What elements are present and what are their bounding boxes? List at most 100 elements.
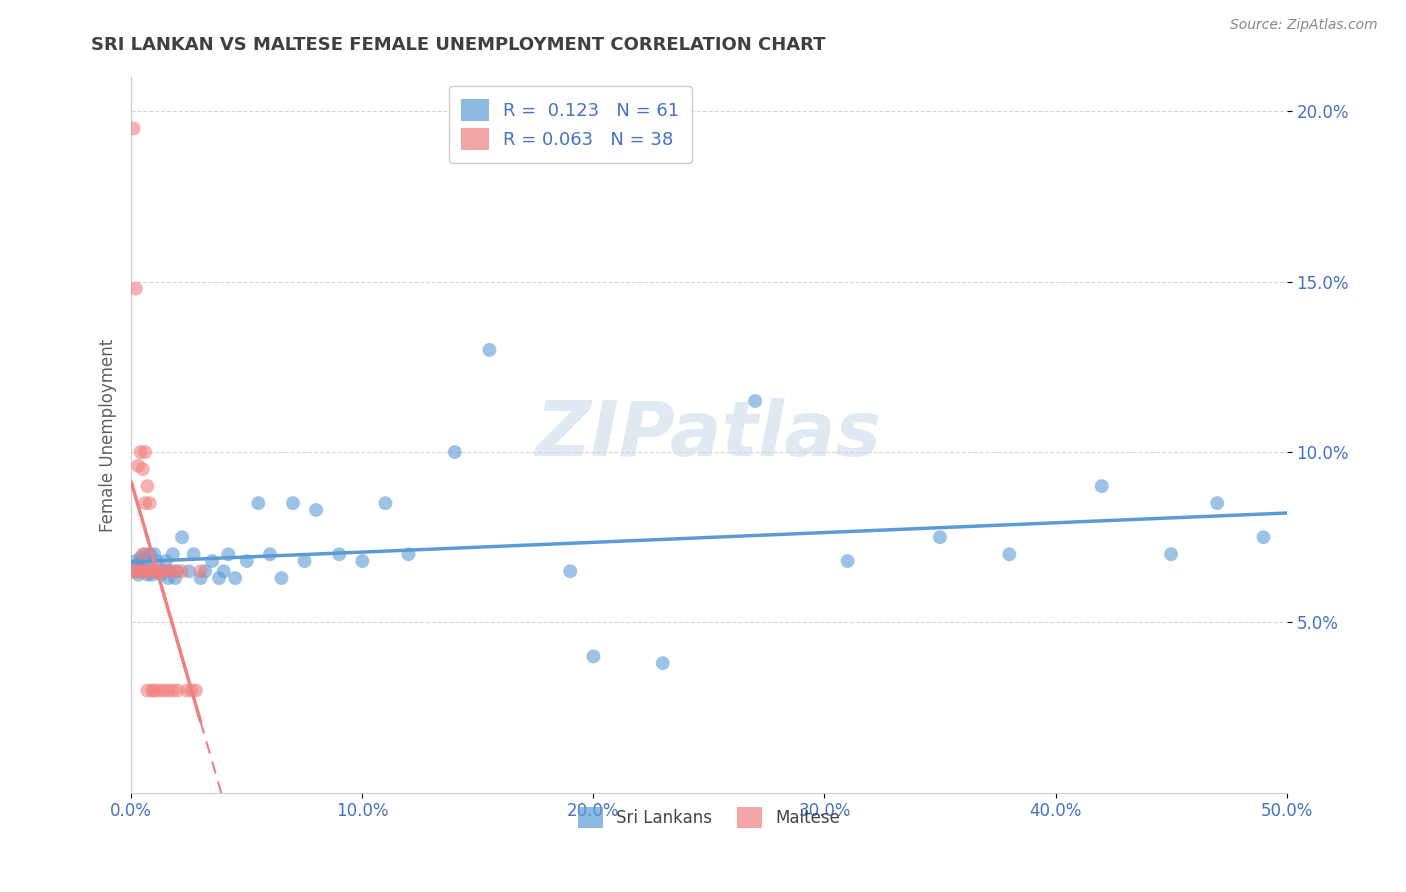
Point <box>281 496 304 510</box>
Point <box>129 550 152 565</box>
Point <box>145 564 167 578</box>
Point <box>122 564 145 578</box>
Point <box>132 462 155 476</box>
Point <box>165 564 187 578</box>
Point <box>294 554 316 568</box>
Point <box>172 564 194 578</box>
Point <box>136 564 159 578</box>
Point <box>143 564 166 578</box>
Point <box>165 571 187 585</box>
Point <box>180 683 202 698</box>
Point <box>159 564 181 578</box>
Point <box>155 554 177 568</box>
Point <box>148 564 170 578</box>
Y-axis label: Female Unemployment: Female Unemployment <box>100 338 117 532</box>
Point <box>127 564 149 578</box>
Point <box>166 683 188 698</box>
Point <box>305 503 328 517</box>
Point <box>132 564 155 578</box>
Point <box>148 683 170 698</box>
Point <box>143 547 166 561</box>
Text: ZIPatlas: ZIPatlas <box>536 398 882 472</box>
Point <box>122 564 145 578</box>
Point <box>157 683 180 698</box>
Point <box>162 547 184 561</box>
Point <box>212 564 235 578</box>
Point <box>651 657 673 671</box>
Point <box>328 547 350 561</box>
Point <box>141 567 163 582</box>
Point <box>129 564 152 578</box>
Point <box>443 445 465 459</box>
Point <box>136 479 159 493</box>
Point <box>190 564 212 578</box>
Point <box>125 282 148 296</box>
Point <box>201 554 224 568</box>
Point <box>224 571 246 585</box>
Point <box>134 564 156 578</box>
Point <box>150 564 173 578</box>
Point <box>136 554 159 568</box>
Point <box>134 445 156 459</box>
Point <box>162 683 184 698</box>
Point <box>132 554 155 568</box>
Point <box>129 564 152 578</box>
Point <box>150 567 173 582</box>
Point <box>152 683 174 698</box>
Point <box>138 564 160 578</box>
Point <box>236 554 259 568</box>
Point <box>141 564 163 578</box>
Point <box>1206 496 1229 510</box>
Point <box>138 564 160 578</box>
Point <box>132 561 155 575</box>
Point <box>478 343 501 357</box>
Point <box>145 554 167 568</box>
Point <box>194 564 217 578</box>
Point <box>132 547 155 561</box>
Point <box>247 496 270 510</box>
Point <box>352 554 374 568</box>
Point <box>259 547 281 561</box>
Point <box>929 530 952 544</box>
Point <box>183 547 205 561</box>
Point <box>837 554 859 568</box>
Text: Source: ZipAtlas.com: Source: ZipAtlas.com <box>1230 18 1378 32</box>
Point <box>155 564 177 578</box>
Point <box>143 564 166 578</box>
Point <box>129 445 152 459</box>
Point <box>998 547 1021 561</box>
Point <box>184 683 207 698</box>
Point <box>143 683 166 698</box>
Point <box>127 558 149 572</box>
Point <box>141 683 163 698</box>
Point <box>166 564 188 578</box>
Point <box>136 567 159 582</box>
Point <box>127 567 149 582</box>
Point <box>1253 530 1275 544</box>
Point <box>159 564 181 578</box>
Point <box>1091 479 1114 493</box>
Point <box>1160 547 1182 561</box>
Point <box>172 530 194 544</box>
Point <box>398 547 420 561</box>
Point <box>208 571 231 585</box>
Point <box>560 564 582 578</box>
Text: SRI LANKAN VS MALTESE FEMALE UNEMPLOYMENT CORRELATION CHART: SRI LANKAN VS MALTESE FEMALE UNEMPLOYMEN… <box>91 36 825 54</box>
Point <box>374 496 396 510</box>
Point <box>270 571 292 585</box>
Point <box>744 394 766 409</box>
Point <box>152 564 174 578</box>
Point <box>125 554 148 568</box>
Point <box>176 683 198 698</box>
Point <box>582 649 605 664</box>
Point <box>127 458 149 473</box>
Point <box>122 121 145 136</box>
Point <box>134 564 156 578</box>
Point <box>125 564 148 578</box>
Point <box>136 683 159 698</box>
Point <box>134 547 156 561</box>
Legend: Sri Lankans, Maltese: Sri Lankans, Maltese <box>571 801 846 834</box>
Point <box>134 496 156 510</box>
Point <box>177 564 200 578</box>
Point <box>190 571 212 585</box>
